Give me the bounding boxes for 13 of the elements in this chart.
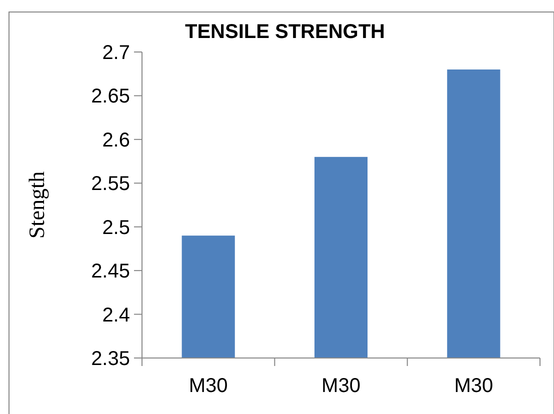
y-tick-label: 2.6 (102, 129, 130, 152)
y-tick-label: 2.4 (102, 304, 130, 326)
y-tick-label: 2.65 (91, 86, 130, 108)
x-tick-label: M30 (188, 375, 228, 397)
y-tick-label: 2.45 (91, 260, 130, 283)
y-tick-label: 2.35 (91, 348, 130, 370)
y-tick-label: 2.55 (91, 173, 130, 196)
y-tick-label: 2.5 (102, 216, 130, 239)
chart-title: TENSILE STRENGTH (184, 21, 386, 43)
y-tick-label: 2.7 (102, 42, 130, 64)
y-axis-title: Stength (24, 171, 49, 239)
x-tick-label: M30 (454, 375, 494, 397)
x-tick-label: M30 (322, 375, 360, 397)
